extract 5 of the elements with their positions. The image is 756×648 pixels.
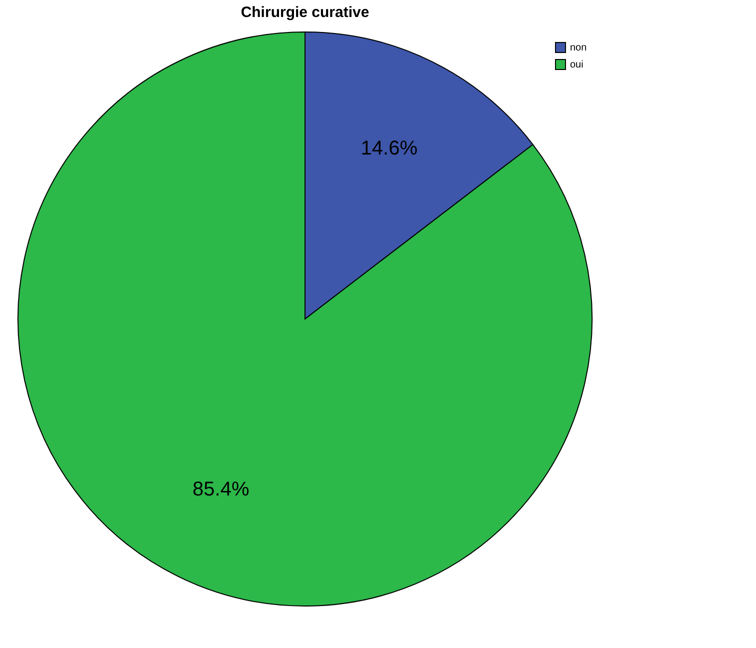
data-label: 85.4% (192, 478, 250, 500)
legend-label: oui (570, 60, 584, 70)
chart-title: Chirurgie curative (240, 4, 370, 21)
data-label: 14.6% (360, 138, 418, 160)
legend-label: non (570, 42, 587, 54)
